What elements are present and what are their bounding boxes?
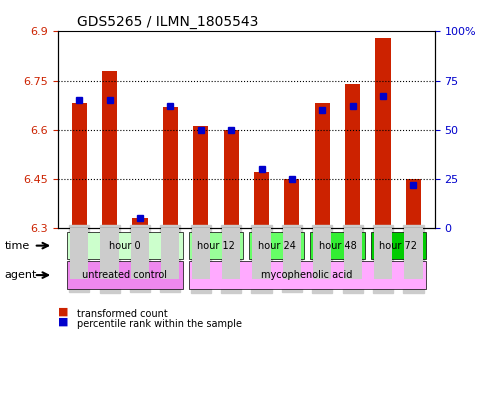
Bar	[71, 103, 87, 228]
Bar	[193, 127, 208, 228]
Text: percentile rank within the sample: percentile rank within the sample	[77, 319, 242, 329]
Text: hour 72: hour 72	[379, 241, 417, 251]
Text: hour 48: hour 48	[319, 241, 356, 251]
Text: ■: ■	[58, 316, 69, 326]
Text: untreated control: untreated control	[82, 270, 167, 280]
Bar	[224, 130, 239, 228]
Text: mycophenolic acid: mycophenolic acid	[261, 270, 353, 280]
Bar	[406, 179, 421, 228]
Text: ■: ■	[58, 307, 69, 316]
Text: GDS5265 / ILMN_1805543: GDS5265 / ILMN_1805543	[77, 15, 258, 29]
Text: hour 24: hour 24	[258, 241, 296, 251]
Bar	[315, 103, 330, 228]
Bar	[375, 38, 391, 228]
Bar	[254, 172, 269, 228]
Text: hour 12: hour 12	[197, 241, 235, 251]
Bar	[132, 218, 148, 228]
Bar	[163, 107, 178, 228]
Bar	[284, 179, 299, 228]
Bar	[102, 71, 117, 228]
Bar	[345, 84, 360, 228]
Text: time: time	[5, 241, 30, 251]
Text: transformed count: transformed count	[77, 309, 168, 320]
Text: agent: agent	[5, 270, 37, 280]
Text: hour 0: hour 0	[109, 241, 141, 251]
